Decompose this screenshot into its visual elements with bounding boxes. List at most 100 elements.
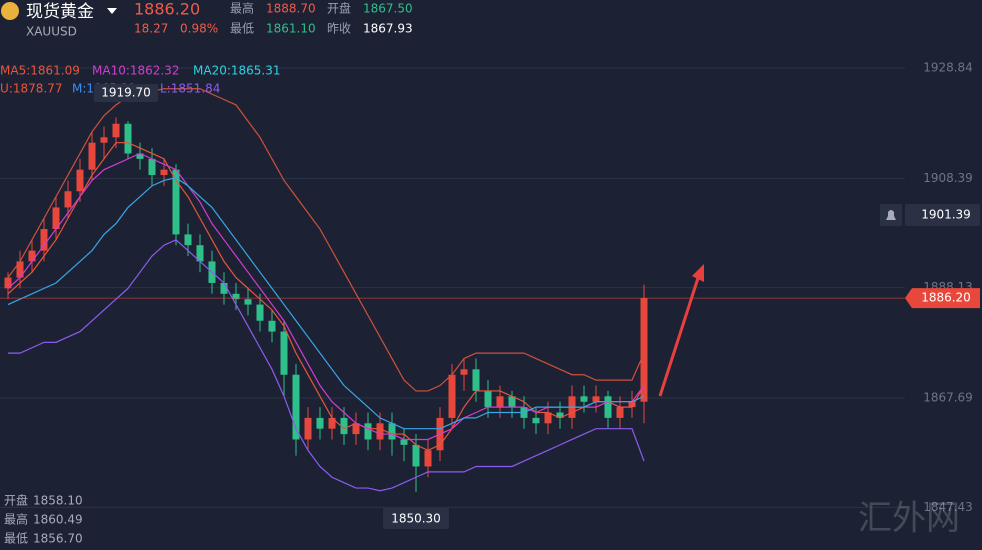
candle-body (508, 396, 516, 408)
stat-label: 开盘 (327, 1, 351, 16)
candle-body (376, 423, 384, 440)
candle-body (220, 282, 228, 294)
candle-body (40, 229, 48, 251)
candle-body (292, 374, 300, 440)
candle-body (604, 396, 612, 418)
y-tick-label: 1908.39 (923, 171, 973, 185)
footer-label: 最低 (4, 532, 28, 546)
candle-body (52, 207, 60, 230)
candle-body (592, 396, 600, 402)
indicator-line (7, 152, 645, 441)
stat-value: 1888.70 (266, 2, 316, 16)
last-price-tag (905, 288, 980, 309)
footer-value: 1858.10 (33, 494, 83, 508)
stat-label: 最低 (230, 22, 254, 36)
legend-entry: U:1878.77 (0, 82, 62, 96)
footer-value: 1860.49 (33, 513, 83, 527)
stat-value: 1867.50 (363, 2, 413, 16)
footer-label: 最高 (4, 512, 28, 527)
indicator-line (8, 239, 645, 492)
last-price-label: 1886.20 (921, 291, 971, 305)
legend-entry: L:1851.84 (160, 82, 220, 96)
candle-body (244, 299, 252, 305)
candle-body (256, 304, 264, 321)
candle-body (556, 412, 564, 418)
stat-label: 昨收 (327, 22, 351, 36)
watermark: 汇外网 (858, 499, 960, 539)
candle-body (328, 417, 336, 429)
candle-body (616, 407, 624, 418)
candle-body (76, 169, 84, 192)
stat-value: 1861.10 (266, 22, 316, 36)
low-label: 1850.30 (391, 512, 441, 526)
candle-body (124, 123, 132, 154)
stat-value: 1867.93 (363, 22, 413, 36)
indicator-line (7, 177, 645, 430)
price: 1886.20 (134, 0, 200, 19)
candle-body (460, 369, 468, 375)
annotation-arrow (658, 277, 700, 397)
candle-body (400, 439, 408, 445)
candle-body (388, 423, 396, 440)
candle-body (232, 293, 240, 300)
candle-body (268, 320, 276, 332)
y-tick-label: 1867.69 (923, 390, 973, 404)
candle-body (28, 250, 36, 262)
y-tick-label: 1928.84 (923, 60, 973, 74)
candle-body (424, 450, 432, 467)
candle-body (100, 137, 108, 143)
high-label: 1919.70 (101, 86, 151, 100)
candle-body (304, 417, 312, 440)
alert-label: 1901.39 (921, 208, 971, 222)
bell-icon (886, 210, 896, 220)
footer-label: 开盘 (4, 493, 28, 508)
candle-body (316, 417, 324, 429)
low-tag (383, 508, 449, 529)
alert-tag (905, 204, 980, 226)
candle-body (148, 158, 156, 176)
candle-body (364, 423, 372, 440)
indicator-line (7, 142, 645, 451)
legend-entry: MA5:1861.09 (0, 64, 80, 78)
candle-body (532, 417, 540, 424)
y-tick-label: 1847.43 (923, 500, 973, 514)
candle-body (4, 277, 12, 289)
stat-label: 最高 (230, 1, 254, 16)
high-tag (94, 84, 158, 102)
candle-body (448, 374, 456, 418)
candle-body (640, 298, 648, 402)
candle-body (196, 245, 204, 262)
symbol: XAUUSD (26, 25, 77, 39)
candle-body (16, 261, 24, 278)
candle-body (340, 417, 348, 435)
candle-body (136, 153, 144, 159)
candle-body (64, 191, 72, 208)
indicator-line (7, 88, 645, 392)
candle-body (472, 369, 480, 391)
arrow-head (692, 264, 704, 282)
candle-body (496, 396, 504, 408)
footer-value: 1856.70 (33, 532, 83, 546)
candle-body (112, 123, 120, 138)
legend-entry: MA20:1865.31 (193, 64, 281, 78)
candle-body (628, 401, 636, 408)
legend-entry: MA10:1862.32 (92, 64, 180, 78)
dropdown-arrow[interactable] (107, 8, 117, 14)
candle-body (352, 423, 360, 435)
change: 18.27 (134, 22, 168, 36)
instrument-name[interactable]: 现货黄金 (26, 2, 94, 22)
candle-body (160, 169, 168, 176)
gold-icon (1, 2, 19, 20)
change-pct: 0.98% (180, 22, 218, 36)
candle-body (184, 234, 192, 246)
candle-body (412, 444, 420, 467)
candle-body (484, 390, 492, 408)
candle-body (172, 169, 180, 235)
candle-body (544, 412, 552, 424)
candle-body (280, 331, 288, 375)
candle-body (580, 396, 588, 402)
candle-body (88, 142, 96, 170)
